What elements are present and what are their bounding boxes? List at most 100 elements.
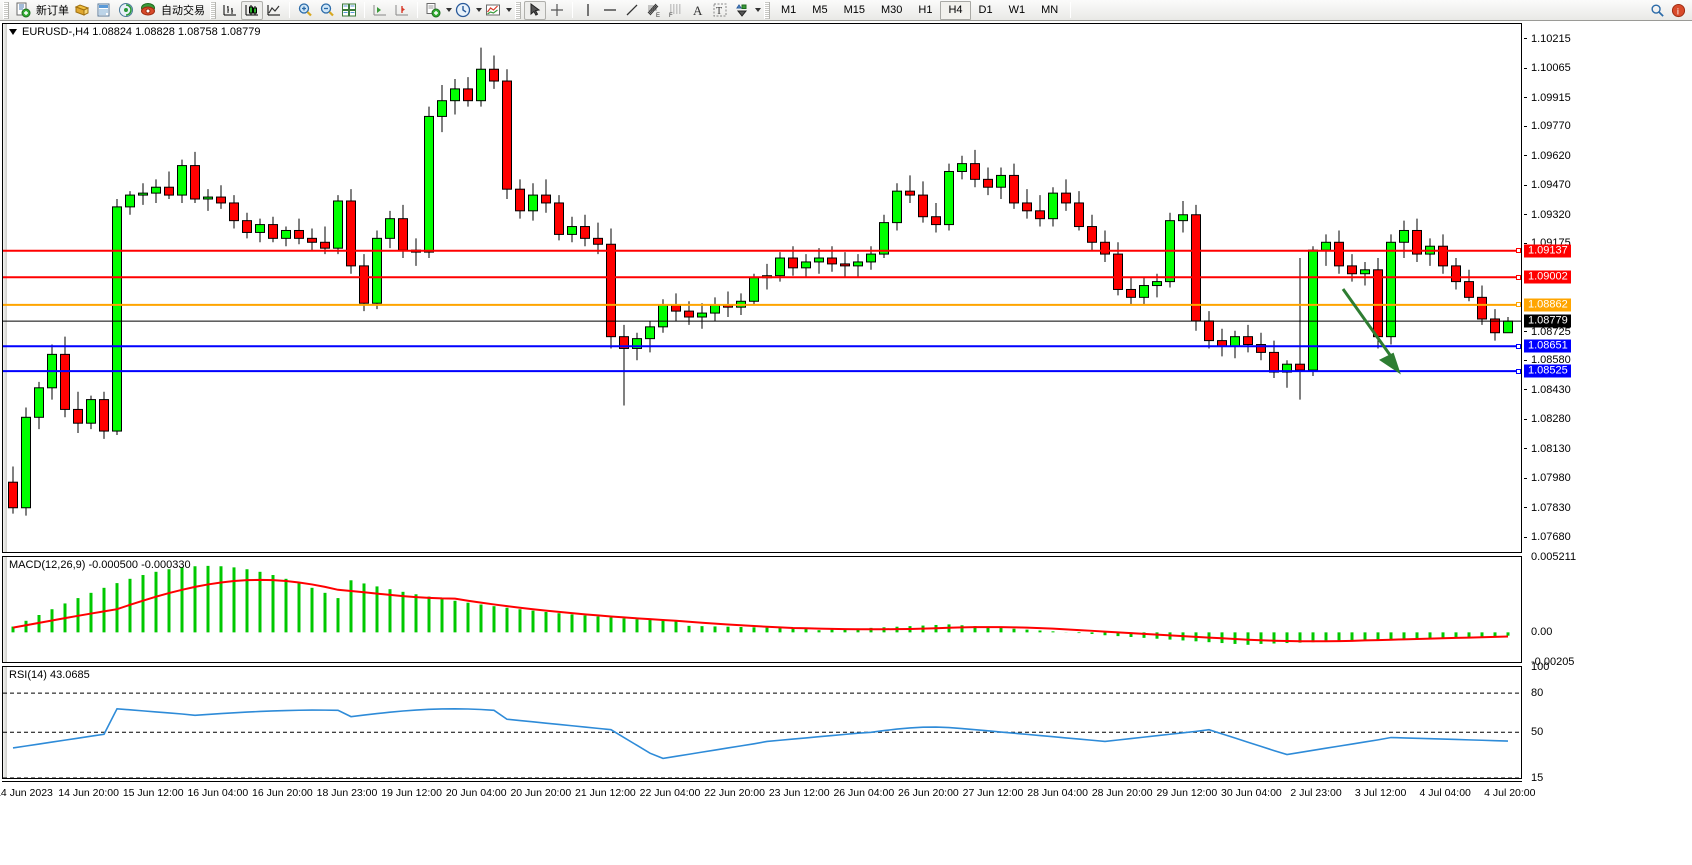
chart-workspace[interactable]: EURUSD-,H4 1.08824 1.08828 1.08758 1.087… <box>0 21 1692 865</box>
periods-icon[interactable] <box>452 1 474 20</box>
toolbar-grip[interactable] <box>3 1 9 19</box>
chevron-down-icon-2[interactable] <box>476 8 482 12</box>
time-axis-label: 3 Jul 12:00 <box>1354 787 1407 799</box>
price-tick: 1.08725 <box>1524 326 1571 338</box>
price-tick: 1.07830 <box>1524 502 1571 514</box>
auto-trading-label[interactable]: 自动交易 <box>161 5 205 17</box>
price-tick: 1.09915 <box>1524 92 1571 104</box>
candlestick-chart-icon[interactable] <box>241 0 263 20</box>
time-axis-label: 16 Jun 20:00 <box>252 787 313 799</box>
rsi-tick: 15 <box>1531 772 1544 784</box>
price-badge-support-1[interactable]: 1.08651 <box>1516 339 1571 353</box>
price-tick: 1.07680 <box>1524 531 1571 543</box>
price-scale[interactable]: 1.10215 1.10065 1.09915 1.09770 1.09620 1.094… <box>1516 23 1690 553</box>
price-pane[interactable]: EURUSD-,H4 1.08824 1.08828 1.08758 1.087… <box>2 23 1522 553</box>
price-tick: 1.08280 <box>1524 413 1571 425</box>
timeframe-m1[interactable]: M1 <box>781 4 797 16</box>
time-axis-label: 28 Jun 20:00 <box>1091 787 1153 799</box>
line-chart-icon[interactable] <box>263 1 285 20</box>
price-badge-resistance-1[interactable]: 1.09137 <box>1516 244 1571 258</box>
toolbar-separator-4 <box>572 2 573 18</box>
rsi-pane[interactable]: RSI(14) 43.0685 <box>2 666 1522 779</box>
chevron-down-icon-4[interactable] <box>755 8 761 12</box>
collapse-triangle-icon[interactable] <box>9 29 17 36</box>
text-icon[interactable]: A <box>687 1 709 20</box>
templates-icon[interactable] <box>482 1 504 20</box>
timeframe-h4[interactable]: H4 <box>940 0 971 20</box>
level-handle[interactable] <box>1516 343 1521 349</box>
time-axis-label: 22 Jun 04:00 <box>639 787 701 799</box>
time-axis-label: 28 Jun 04:00 <box>1027 787 1088 799</box>
toolbar-separator-3 <box>417 2 418 18</box>
navigator-icon[interactable] <box>115 1 137 20</box>
status-bar <box>0 839 1692 865</box>
timeframe-w1[interactable]: W1 <box>1008 4 1026 16</box>
timeframe-h1[interactable]: H1 <box>918 4 933 16</box>
level-handle[interactable] <box>1516 368 1521 374</box>
time-axis-label: 4 Jul 20:00 <box>1484 787 1536 799</box>
tile-windows-icon[interactable] <box>338 1 360 20</box>
rsi-tick: 50 <box>1531 726 1544 739</box>
time-axis-label: 26 Jun 04:00 <box>833 787 895 799</box>
timeframe-m15[interactable]: M15 <box>843 4 865 16</box>
price-badge-last-price[interactable]: 1.08779 <box>1524 314 1571 328</box>
shift-end-icon[interactable] <box>391 1 413 20</box>
level-handle[interactable] <box>1516 302 1521 308</box>
vertical-line-icon[interactable] <box>577 1 599 20</box>
toolbar-grip-2[interactable] <box>210 1 216 19</box>
new-order-icon[interactable] <box>12 1 34 20</box>
price-badge-pivot[interactable]: 1.08862 <box>1516 298 1571 312</box>
zoom-out-icon[interactable] <box>316 1 338 20</box>
level-handle[interactable] <box>1516 274 1521 280</box>
time-axis-label: 29 Jun 12:00 <box>1156 787 1218 799</box>
rsi-scale: 100 80 50 15 <box>1524 661 1690 784</box>
macd-pane-scroll[interactable] <box>3 557 7 662</box>
toolbar-grip-4[interactable] <box>764 1 770 19</box>
timeframe-m30[interactable]: M30 <box>880 4 903 16</box>
crosshair-icon[interactable] <box>546 1 568 20</box>
price-badge-resistance-2[interactable]: 1.09002 <box>1516 270 1571 284</box>
time-axis-label: 14 Jun 20:00 <box>58 787 119 799</box>
text-label-icon[interactable]: T <box>709 1 731 20</box>
toolbar-separator-5 <box>1070 2 1072 18</box>
rsi-plot <box>3 692 1521 778</box>
time-axis-label: 15 Jun 12:00 <box>122 787 184 799</box>
rsi-pane-scroll[interactable] <box>3 667 7 778</box>
svg-text:T: T <box>716 6 722 17</box>
chevron-down-icon-3[interactable] <box>506 8 512 12</box>
price-tick: 1.09320 <box>1524 209 1571 221</box>
indicators-icon[interactable] <box>422 1 444 20</box>
time-axis[interactable]: 14 Jun 2023 14 Jun 20:00 15 Jun 12:00 16 Ju… <box>0 781 1535 805</box>
terminal-icon[interactable] <box>137 1 159 20</box>
market-watch-icon[interactable] <box>93 1 115 20</box>
bar-chart-icon[interactable] <box>219 1 241 20</box>
equidistant-channel-icon[interactable]: E <box>643 1 665 20</box>
price-pane-scroll[interactable] <box>3 24 7 552</box>
macd-tick: 0.005211 <box>1531 551 1577 563</box>
timeframe-d1[interactable]: D1 <box>978 4 993 16</box>
profile-icon[interactable] <box>71 1 93 20</box>
price-badge-support-2[interactable]: 1.08525 <box>1516 364 1571 378</box>
chevron-down-icon[interactable] <box>446 8 452 12</box>
macd-pane[interactable]: MACD(12,26,9) -0.000500 -0.000330 <box>2 556 1522 663</box>
new-order-label[interactable]: 新订单 <box>36 5 69 17</box>
search-icon[interactable] <box>1647 1 1668 20</box>
toolbar-grip-3[interactable] <box>515 1 521 19</box>
shapes-icon[interactable] <box>731 1 753 20</box>
macd-scale: 0.005211 0.00 -0.00205 <box>1524 551 1690 668</box>
timeframe-m5[interactable]: M5 <box>812 4 828 16</box>
trendline-icon[interactable] <box>621 1 643 20</box>
help-icon[interactable]: i <box>1668 1 1689 20</box>
shift-start-icon[interactable] <box>369 1 391 20</box>
price-tick: 1.09770 <box>1524 120 1571 132</box>
time-axis-label: 18 Jun 23:00 <box>316 787 378 799</box>
horizontal-line-icon[interactable] <box>599 1 621 20</box>
price-tick: 1.08430 <box>1524 384 1571 396</box>
level-handle[interactable] <box>1516 248 1521 254</box>
timeframe-mn[interactable]: MN <box>1041 4 1059 16</box>
zoom-in-icon[interactable] <box>294 1 316 20</box>
down-arrow-annotation <box>1341 288 1401 375</box>
cursor-icon[interactable] <box>524 0 546 20</box>
fibonacci-icon[interactable]: F <box>665 1 687 20</box>
price-tick: 1.07980 <box>1524 472 1571 484</box>
